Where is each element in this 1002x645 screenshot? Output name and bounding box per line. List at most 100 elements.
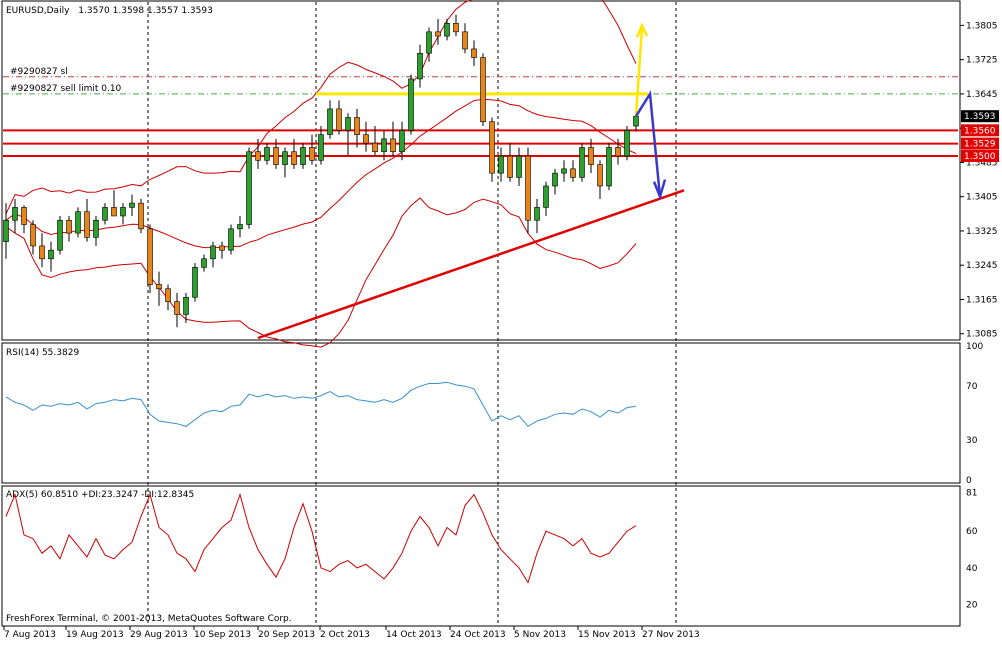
candle-body (201, 258, 207, 268)
candle-body (273, 147, 279, 165)
price-tick-label: 1.3485 (966, 158, 998, 168)
support-resistance-lines (3, 92, 958, 158)
candle-body (489, 121, 495, 174)
time-tick-label: 15 Nov 2013 (578, 630, 636, 640)
candle-body (228, 228, 234, 251)
candle-body (543, 185, 549, 208)
time-tick-label: 5 Nov 2013 (514, 630, 566, 640)
bollinger-bands (5, 0, 637, 348)
candle-body (282, 151, 288, 165)
rsi-axis: 100 70 30 0 (966, 342, 983, 486)
candle-body (579, 147, 585, 178)
candle-body (57, 219, 63, 251)
candle-body (165, 288, 171, 302)
bearish-arrow (634, 90, 662, 197)
period-separators (147, 2, 677, 626)
adx-tick-label: 60 (966, 527, 978, 537)
candle-body (498, 155, 504, 174)
candle-body (48, 249, 54, 260)
time-tick-label: 2 Oct 2013 (320, 630, 370, 640)
candle-body (588, 147, 594, 165)
candle-body (93, 219, 99, 238)
price-tick-label: 1.3165 (966, 295, 998, 305)
rsi-panel[interactable] (1, 342, 961, 484)
candle-body (156, 284, 162, 290)
time-tick-label: 20 Sep 2013 (258, 630, 315, 640)
candle-body (219, 245, 225, 251)
time-axis: 7 Aug 2013 19 Aug 2013 29 Aug 2013 10 Sep 2… (3, 626, 700, 640)
candle-body (435, 31, 441, 37)
candles (3, 14, 639, 328)
level-price-box (961, 137, 999, 150)
order-line-label: #9290827 sell limit 0.10 (10, 84, 122, 94)
adx-panel[interactable] (1, 485, 961, 627)
time-tick-label: 19 Aug 2013 (66, 630, 124, 640)
price-tick-label: 1.3085 (966, 330, 998, 340)
candle-body (174, 301, 180, 315)
candle-body (183, 297, 189, 315)
price-tick-label: 1.3405 (966, 193, 998, 203)
candle-body (453, 22, 459, 33)
price-tick-label: 1.3645 (966, 90, 998, 100)
candle-body (615, 147, 621, 157)
adx-tick-label: 40 (966, 564, 978, 574)
candle-body (372, 142, 378, 153)
level-price-box (961, 150, 999, 163)
candle-body (507, 155, 513, 178)
bullish-arrow-head (635, 22, 649, 38)
time-tick-label: 24 Oct 2013 (450, 630, 506, 640)
candle-body (30, 224, 36, 247)
level-price-label: 1.3500 (964, 152, 996, 162)
time-tick-label: 10 Sep 2013 (194, 630, 251, 640)
candle-body (462, 31, 468, 50)
candle-body (399, 130, 405, 153)
rsi-tick-label: 100 (966, 342, 983, 352)
chart-title: EURUSD,Daily 1.3570 1.3598 1.3557 1.3593 (6, 6, 213, 16)
candle-body (300, 147, 306, 165)
level-price-box (961, 124, 999, 137)
candle-body (192, 267, 198, 298)
candle-body (552, 172, 558, 187)
time-tick-label: 29 Aug 2013 (130, 630, 188, 640)
bearish-arrow-head (652, 179, 667, 201)
adx-title: ADX(5) 60.8510 +DI:23.3247 -DI:12.8345 (6, 490, 194, 500)
level-price-label: 1.3560 (964, 126, 996, 136)
current-price-box (961, 110, 999, 123)
price-tick-label: 1.3805 (966, 21, 998, 31)
candle-body (345, 117, 351, 131)
candle-body (336, 108, 342, 131)
candle-body (624, 130, 630, 157)
candle-body (102, 207, 108, 221)
band-lower (5, 197, 637, 348)
time-tick-label: 7 Aug 2013 (4, 630, 56, 640)
adx-axis: 81 60 40 20 (966, 489, 978, 611)
bullish-arrow (634, 27, 644, 117)
candle-body (327, 108, 333, 135)
price-tick-label: 1.3325 (966, 227, 998, 237)
price-panel[interactable] (1, 0, 961, 341)
band-upper (5, 0, 637, 215)
candle-body (633, 115, 639, 127)
candle-body (39, 245, 45, 260)
candle-body (525, 155, 531, 221)
candle-body (255, 151, 261, 161)
candle-body (480, 57, 486, 123)
candle-body (354, 117, 360, 135)
candle-body (363, 134, 369, 144)
price-axis: 1.38051.37251.36451.35651.34851.34051.33… (960, 21, 998, 340)
rsi-line (5, 381, 637, 428)
rsi-tick-label: 30 (966, 436, 978, 446)
candle-body (12, 207, 18, 221)
candle-body (264, 147, 270, 161)
candle-body (75, 211, 81, 234)
price-tick-label: 1.3245 (966, 261, 998, 271)
adx-tick-label: 81 (966, 489, 977, 499)
candle-body (417, 52, 423, 80)
candle-body (138, 202, 144, 230)
candle-body (381, 138, 387, 153)
candle-body (606, 147, 612, 187)
candle-body (129, 202, 135, 208)
band-middle (5, 98, 637, 249)
candle-body (471, 48, 477, 58)
